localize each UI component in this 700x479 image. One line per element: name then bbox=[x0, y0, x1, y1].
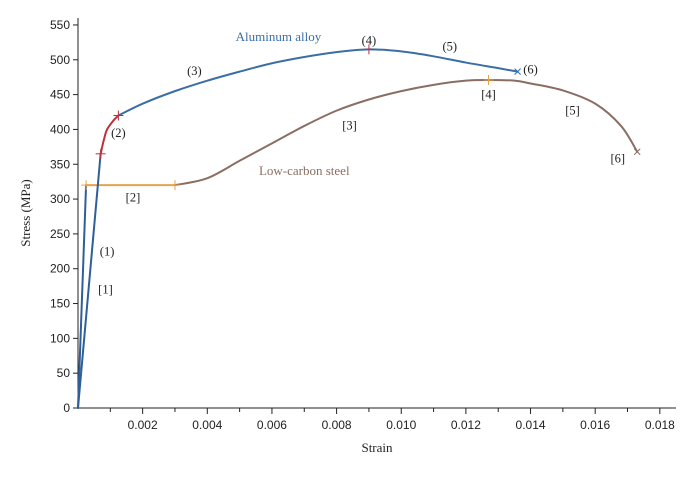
aluminum-alloy-marker bbox=[113, 110, 124, 121]
aluminum-alloy-point-label: (1) bbox=[100, 244, 115, 258]
y-tick-label: 300 bbox=[50, 192, 70, 206]
y-tick-label: 400 bbox=[50, 122, 70, 136]
low-carbon-steel-point-label: [4] bbox=[481, 88, 496, 102]
y-tick-label: 100 bbox=[50, 331, 70, 345]
y-tick-label: 450 bbox=[50, 88, 70, 102]
x-tick-label: 0.018 bbox=[645, 418, 675, 432]
low-carbon-steel-fracture-b bbox=[633, 148, 641, 156]
x-tick-label: 0.012 bbox=[451, 418, 481, 432]
y-tick-label: 0 bbox=[63, 401, 70, 415]
low-carbon-steel-marker bbox=[169, 180, 180, 191]
low-carbon-steel-marker bbox=[483, 74, 494, 85]
low-carbon-steel-point-label: [3] bbox=[342, 118, 357, 132]
aluminum-alloy-point-label: (4) bbox=[362, 33, 377, 47]
aluminum-alloy-point-label: (6) bbox=[523, 63, 538, 77]
aluminum-alloy-point-label: (2) bbox=[111, 126, 126, 140]
aluminum-alloy-elastic-segment bbox=[77, 152, 102, 409]
y-tick-label: 250 bbox=[50, 227, 70, 241]
low-carbon-steel-point-label: [5] bbox=[565, 104, 580, 118]
low-carbon-steel-marker bbox=[81, 180, 92, 191]
aluminum-alloy-marker bbox=[363, 44, 374, 55]
aluminum-alloy-hardening-segment bbox=[117, 48, 519, 117]
x-tick-label: 0.010 bbox=[386, 418, 416, 432]
x-tick-label: 0.006 bbox=[257, 418, 287, 432]
y-tick-label: 550 bbox=[50, 18, 70, 32]
x-tick-label: 0.016 bbox=[580, 418, 610, 432]
low-carbon-steel-hardening-segment bbox=[173, 78, 639, 187]
aluminum-alloy-yield-segment bbox=[99, 114, 120, 155]
y-tick-label: 350 bbox=[50, 157, 70, 171]
aluminum-alloy-fracture-b bbox=[514, 68, 521, 75]
low-carbon-steel-fracture-marker bbox=[633, 148, 641, 156]
low-carbon-steel-point-label: [2] bbox=[126, 191, 141, 205]
x-axis-title: Strain bbox=[361, 440, 393, 455]
aluminum-alloy-point-label: (5) bbox=[442, 40, 457, 54]
aluminum-alloy-marker bbox=[95, 148, 106, 159]
y-axis-title: Stress (MPa) bbox=[18, 179, 33, 247]
annotation-layer: [1] [2] [3] [4] [5] [6] (1) (2) (3) (4) (5) (6) Alum… bbox=[98, 29, 625, 297]
aluminum-alloy-fracture-marker bbox=[514, 68, 521, 75]
x-tick-label: 0.002 bbox=[128, 418, 158, 432]
aluminum-alloy-point-label: (3) bbox=[187, 64, 202, 78]
low-carbon-steel-point-label: [6] bbox=[611, 152, 626, 166]
y-tick-label: 200 bbox=[50, 262, 70, 276]
series-name-label: Aluminum alloy bbox=[236, 29, 322, 44]
y-tick-label: 500 bbox=[50, 53, 70, 67]
low-carbon-steel-point-label: [1] bbox=[98, 283, 113, 297]
series-layer bbox=[77, 44, 641, 409]
axes: 0 50 100 150 200 250 300 350 400 450 500 550 0.002 0.… bbox=[50, 18, 676, 432]
x-tick-label: 0.004 bbox=[192, 418, 222, 432]
series-name-label: Low-carbon steel bbox=[259, 163, 350, 178]
y-tick-label: 150 bbox=[50, 297, 70, 311]
x-tick-label: 0.014 bbox=[516, 418, 546, 432]
y-tick-label: 50 bbox=[57, 366, 71, 380]
x-tick-label: 0.008 bbox=[322, 418, 352, 432]
low-carbon-steel-elastic-segment bbox=[77, 184, 88, 409]
